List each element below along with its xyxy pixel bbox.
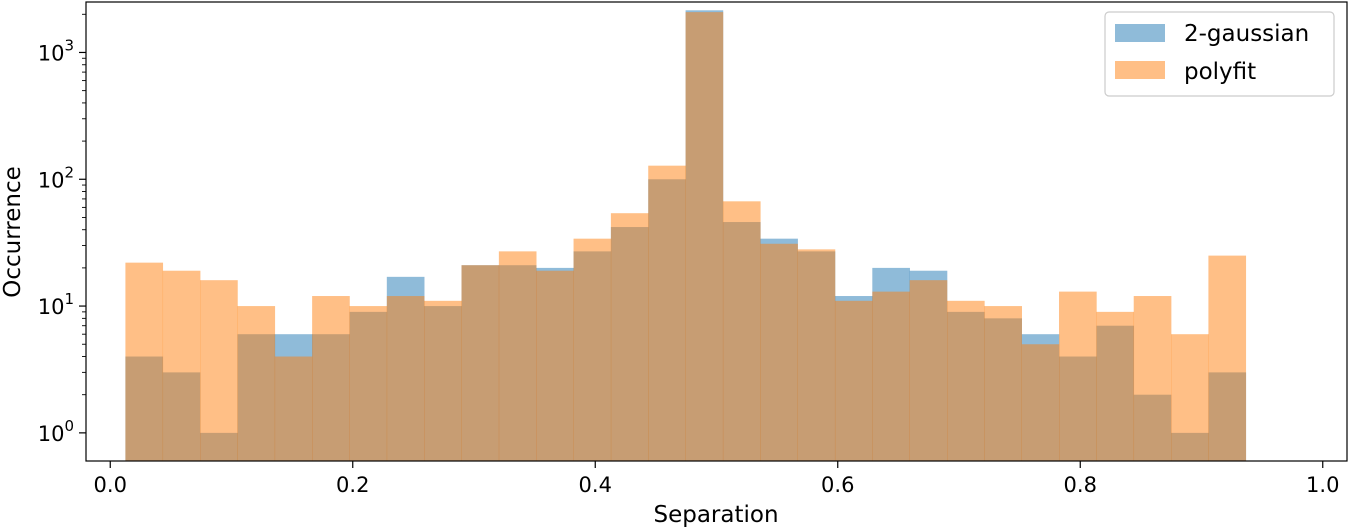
y-axis-label: Occurrence — [0, 166, 26, 298]
bar-polyfit-14 — [648, 165, 686, 462]
bar-polyfit-7 — [386, 296, 425, 461]
x-tick-label: 0.4 — [579, 473, 612, 497]
bar-polyfit-1 — [162, 270, 201, 461]
bars-layer — [125, 10, 1247, 462]
bar-polyfit-25 — [1059, 291, 1097, 461]
bar-polyfit-21 — [909, 280, 948, 461]
legend: 2-gaussian polyfit — [1104, 11, 1335, 97]
x-axis: 0.0 0.2 0.4 0.6 0.8 1.0 — [94, 461, 1339, 497]
y-tick-label: 101 — [38, 290, 74, 319]
legend-label-polyfit: polyfit — [1184, 59, 1256, 85]
bar-polyfit-28 — [1171, 334, 1209, 461]
series-polyfit — [125, 12, 1247, 462]
bar-polyfit-24 — [1021, 344, 1060, 461]
x-tick-label: 1.0 — [1306, 473, 1339, 497]
bar-polyfit-6 — [349, 306, 388, 461]
bar-polyfit-10 — [498, 251, 537, 461]
bar-polyfit-12 — [573, 238, 612, 461]
x-tick-label: 0.8 — [1064, 473, 1097, 497]
bar-polyfit-17 — [760, 243, 798, 461]
bar-polyfit-20 — [872, 291, 910, 461]
x-tick-label: 0.0 — [94, 473, 127, 497]
x-axis-label: Separation — [653, 502, 778, 527]
bar-polyfit-18 — [797, 249, 836, 461]
bar-polyfit-16 — [722, 201, 761, 461]
bar-polyfit-4 — [274, 356, 313, 461]
y-tick-label: 102 — [38, 163, 74, 192]
bar-polyfit-23 — [984, 306, 1022, 461]
x-tick-label: 0.2 — [336, 473, 369, 497]
bar-polyfit-8 — [424, 300, 462, 461]
bar-polyfit-11 — [536, 270, 574, 461]
y-axis: 100 101 102 103 — [38, 13, 86, 446]
y-tick-label: 100 — [38, 417, 74, 446]
bar-polyfit-13 — [610, 213, 649, 461]
legend-swatch-polyfit — [1115, 61, 1165, 79]
bar-polyfit-19 — [834, 300, 873, 461]
x-tick-label: 0.6 — [821, 473, 854, 497]
bar-polyfit-22 — [947, 300, 985, 461]
bar-polyfit-27 — [1133, 296, 1172, 461]
bar-polyfit-2 — [200, 280, 238, 461]
bar-polyfit-15 — [685, 12, 724, 461]
legend-swatch-2-gaussian — [1115, 24, 1165, 42]
y-tick-label: 103 — [38, 36, 74, 65]
plot-frame — [85, 1, 1348, 462]
bar-polyfit-5 — [312, 296, 350, 461]
bar-polyfit-26 — [1096, 311, 1135, 461]
bar-polyfit-3 — [237, 306, 276, 461]
bar-polyfit-29 — [1208, 255, 1247, 461]
bar-polyfit-0 — [125, 262, 164, 461]
legend-label-2-gaussian: 2-gaussian — [1184, 21, 1309, 47]
bar-polyfit-9 — [461, 265, 500, 461]
